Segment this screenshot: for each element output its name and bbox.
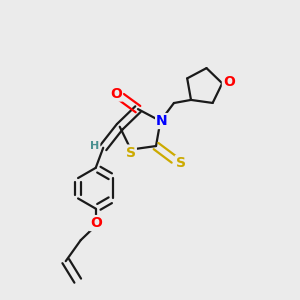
Text: S: S	[126, 146, 136, 160]
Text: S: S	[176, 156, 186, 170]
Text: O: O	[223, 75, 235, 89]
Text: O: O	[90, 216, 102, 230]
Text: N: N	[156, 114, 168, 128]
Text: H: H	[90, 141, 100, 151]
Text: O: O	[110, 86, 122, 100]
